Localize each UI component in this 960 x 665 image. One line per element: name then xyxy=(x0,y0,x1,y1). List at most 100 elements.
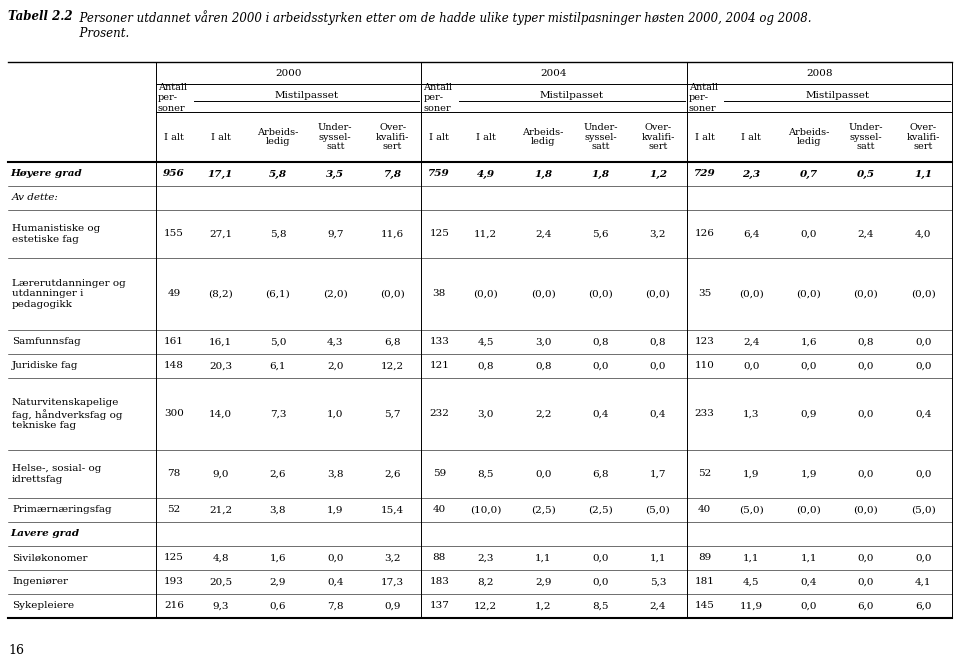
Text: 4,3: 4,3 xyxy=(327,338,344,346)
Text: 110: 110 xyxy=(695,362,714,370)
Text: 7,8: 7,8 xyxy=(327,602,344,610)
Text: (0,0): (0,0) xyxy=(853,505,878,515)
Text: 0,0: 0,0 xyxy=(915,469,931,479)
Text: (6,1): (6,1) xyxy=(266,289,290,299)
Text: 17,3: 17,3 xyxy=(381,577,404,587)
Text: 2,4: 2,4 xyxy=(857,229,875,239)
Text: 2,2: 2,2 xyxy=(535,410,551,418)
Text: 0,0: 0,0 xyxy=(592,362,609,370)
Text: 0,4: 0,4 xyxy=(915,410,931,418)
Text: 7,3: 7,3 xyxy=(270,410,286,418)
Text: Tabell 2.2: Tabell 2.2 xyxy=(8,10,73,23)
Text: 1,2: 1,2 xyxy=(535,602,551,610)
Text: 0,0: 0,0 xyxy=(743,362,759,370)
Text: 0,8: 0,8 xyxy=(535,362,551,370)
Text: (2,0): (2,0) xyxy=(323,289,348,299)
Text: 133: 133 xyxy=(429,338,449,346)
Text: Antall
per-
soner: Antall per- soner xyxy=(688,83,718,113)
Text: 8,5: 8,5 xyxy=(477,469,494,479)
Text: 7,8: 7,8 xyxy=(384,170,401,178)
Text: 0,4: 0,4 xyxy=(327,577,344,587)
Text: 0,4: 0,4 xyxy=(592,410,609,418)
Text: (0,0): (0,0) xyxy=(588,289,613,299)
Text: 9,7: 9,7 xyxy=(327,229,344,239)
Text: (0,0): (0,0) xyxy=(739,289,763,299)
Text: 8,2: 8,2 xyxy=(477,577,494,587)
Text: 729: 729 xyxy=(694,170,715,178)
Text: 12,2: 12,2 xyxy=(474,602,497,610)
Text: 2,6: 2,6 xyxy=(270,469,286,479)
Text: 5,6: 5,6 xyxy=(592,229,609,239)
Text: 38: 38 xyxy=(433,289,445,299)
Text: Helse-, sosial- og
idrettsfag: Helse-, sosial- og idrettsfag xyxy=(12,464,102,483)
Text: 5,8: 5,8 xyxy=(269,170,287,178)
Text: 78: 78 xyxy=(167,469,180,479)
Text: 6,8: 6,8 xyxy=(592,469,609,479)
Text: 3,5: 3,5 xyxy=(326,170,345,178)
Text: 2008: 2008 xyxy=(806,68,832,78)
Text: 3,8: 3,8 xyxy=(270,505,286,515)
Text: 2,4: 2,4 xyxy=(650,602,666,610)
Text: 0,8: 0,8 xyxy=(477,362,494,370)
Text: I alt: I alt xyxy=(164,132,184,142)
Text: 232: 232 xyxy=(429,410,449,418)
Text: 4,9: 4,9 xyxy=(477,170,495,178)
Text: 0,8: 0,8 xyxy=(592,338,609,346)
Text: 2,9: 2,9 xyxy=(270,577,286,587)
Text: 0,4: 0,4 xyxy=(650,410,666,418)
Text: Over-
kvalifi-
sert: Over- kvalifi- sert xyxy=(641,123,675,151)
Text: 0,0: 0,0 xyxy=(857,577,875,587)
Text: 52: 52 xyxy=(167,505,180,515)
Text: 300: 300 xyxy=(164,410,184,418)
Text: 0,0: 0,0 xyxy=(535,469,551,479)
Text: 14,0: 14,0 xyxy=(209,410,232,418)
Text: 59: 59 xyxy=(433,469,445,479)
Text: (0,0): (0,0) xyxy=(796,505,821,515)
Text: (5,0): (5,0) xyxy=(646,505,670,515)
Text: 4,5: 4,5 xyxy=(743,577,759,587)
Text: (0,0): (0,0) xyxy=(646,289,670,299)
Text: 183: 183 xyxy=(429,577,449,587)
Text: 0,8: 0,8 xyxy=(857,338,875,346)
Text: 0,0: 0,0 xyxy=(857,469,875,479)
Text: 2,3: 2,3 xyxy=(477,553,494,563)
Text: 1,1: 1,1 xyxy=(535,553,551,563)
Text: Under-
syssel-
satt: Under- syssel- satt xyxy=(318,123,352,151)
Text: 49: 49 xyxy=(167,289,180,299)
Text: Lavere grad: Lavere grad xyxy=(10,529,79,539)
Text: 1,9: 1,9 xyxy=(801,469,817,479)
Text: 1,1: 1,1 xyxy=(914,170,932,178)
Text: 5,0: 5,0 xyxy=(270,338,286,346)
Text: (0,0): (0,0) xyxy=(853,289,878,299)
Text: 5,8: 5,8 xyxy=(270,229,286,239)
Text: 0,0: 0,0 xyxy=(915,338,931,346)
Text: Antall
per-
soner: Antall per- soner xyxy=(158,83,187,113)
Text: 2,9: 2,9 xyxy=(535,577,551,587)
Text: Primærnæringsfag: Primærnæringsfag xyxy=(12,505,111,515)
Text: 1,9: 1,9 xyxy=(743,469,759,479)
Text: 0,7: 0,7 xyxy=(800,170,818,178)
Text: 2,4: 2,4 xyxy=(535,229,551,239)
Text: 1,6: 1,6 xyxy=(801,338,817,346)
Text: I alt: I alt xyxy=(476,132,495,142)
Text: 126: 126 xyxy=(695,229,714,239)
Text: 0,0: 0,0 xyxy=(857,410,875,418)
Text: 2,4: 2,4 xyxy=(743,338,759,346)
Text: I alt: I alt xyxy=(210,132,230,142)
Text: 1,8: 1,8 xyxy=(534,170,552,178)
Text: Lærerutdanninger og
utdanninger i
pedagogikk: Lærerutdanninger og utdanninger i pedago… xyxy=(12,279,126,309)
Text: 121: 121 xyxy=(429,362,449,370)
Text: 20,5: 20,5 xyxy=(209,577,232,587)
Text: Av dette:: Av dette: xyxy=(12,194,59,203)
Text: (0,0): (0,0) xyxy=(796,289,821,299)
Text: 1,1: 1,1 xyxy=(650,553,666,563)
Text: 1,0: 1,0 xyxy=(327,410,344,418)
Text: 6,0: 6,0 xyxy=(915,602,931,610)
Text: Arbeids-
ledig: Arbeids- ledig xyxy=(257,128,299,146)
Text: 1,8: 1,8 xyxy=(591,170,610,178)
Text: 17,1: 17,1 xyxy=(207,170,233,178)
Text: 759: 759 xyxy=(428,170,450,178)
Text: 2,3: 2,3 xyxy=(742,170,760,178)
Text: 123: 123 xyxy=(695,338,714,346)
Text: 9,0: 9,0 xyxy=(212,469,228,479)
